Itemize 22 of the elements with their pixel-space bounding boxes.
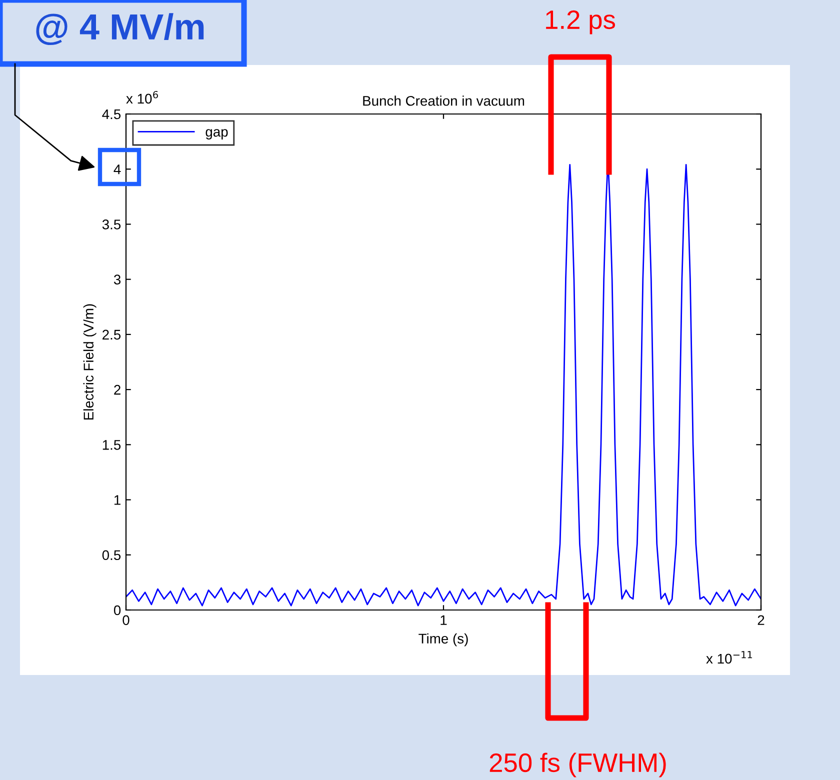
x-tick-label: 0 [122,615,130,626]
text: x 10$^{6}$ [126,90,158,104]
y-tick-label: 1.5 [102,440,121,450]
x-tick-label: 1 [440,615,447,625]
y-tick-label: 4.5 [102,109,121,120]
y-tick-label: 2 [114,384,120,395]
y-tick-label: 4 [114,164,121,174]
y-tick-label: 3.5 [102,220,121,230]
y-tick-label: 2.5 [102,330,121,340]
legend-label: gap [206,129,228,140]
y-tick-label: 1 [114,495,120,505]
y-tick-label: 0 [114,605,121,616]
x-tick-label: 2 [758,615,764,625]
text: 1.2 ps [546,10,615,34]
y-axis-title: Electric Field (V/m) [83,304,96,420]
chart-title: Bunch Creation in vacuum [363,96,524,106]
text: @ 4 MV/m [36,13,204,46]
y-tick-label: 0.5 [102,550,121,560]
x-axis-title: Time (s) [418,633,468,646]
text: x 10$^{−11}$ [706,651,752,664]
y-tick-label: 3 [114,274,121,285]
text: 250 fs (FWHM) [490,752,666,778]
